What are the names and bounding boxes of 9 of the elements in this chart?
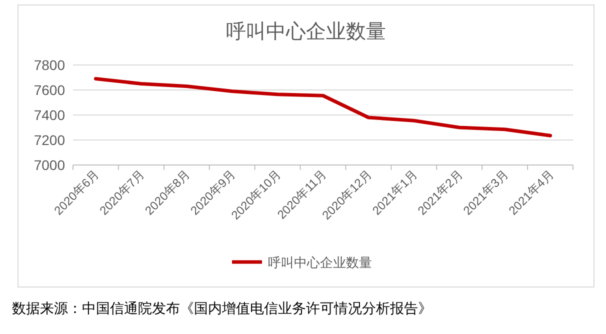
line-series bbox=[94, 77, 552, 138]
y-tick-label: 7600 bbox=[34, 82, 66, 98]
y-tick-label: 7400 bbox=[34, 107, 66, 123]
y-tick-label: 7000 bbox=[34, 157, 66, 173]
y-tick-label: 7800 bbox=[34, 57, 66, 73]
source-note: 数据来源：中国信通院发布《国内增值电信业务许可情况分析报告》 bbox=[12, 301, 432, 317]
y-tick-label: 7200 bbox=[34, 132, 66, 148]
chart-title: 呼叫中心企业数量 bbox=[226, 21, 386, 43]
legend-label: 呼叫中心企业数量 bbox=[268, 255, 372, 270]
